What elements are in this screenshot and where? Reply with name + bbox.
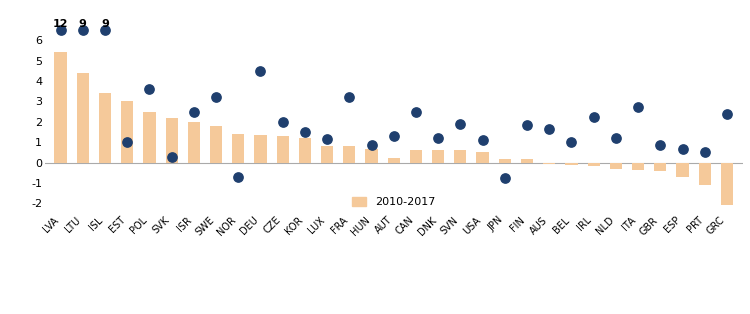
Bar <box>210 126 222 163</box>
Bar <box>166 118 178 163</box>
Bar <box>410 150 422 163</box>
Bar <box>254 135 266 163</box>
Text: 9: 9 <box>101 19 109 29</box>
Bar <box>55 52 67 163</box>
Bar <box>632 163 644 170</box>
Bar <box>499 160 511 163</box>
Point <box>321 137 333 142</box>
Bar <box>321 146 333 163</box>
Point <box>654 143 666 148</box>
Point <box>365 143 377 148</box>
Point <box>676 147 688 152</box>
Bar <box>143 111 155 163</box>
Bar <box>388 159 400 163</box>
Point <box>566 140 578 145</box>
Bar <box>188 122 200 163</box>
Bar <box>432 150 444 163</box>
Bar <box>232 134 244 163</box>
Point <box>588 114 600 119</box>
Point <box>254 68 266 73</box>
Bar <box>699 163 711 185</box>
Point <box>344 95 355 100</box>
Text: 12: 12 <box>53 19 68 29</box>
Point <box>543 126 555 131</box>
Point <box>210 95 222 100</box>
Point <box>277 119 289 124</box>
Point <box>99 27 111 32</box>
Bar <box>543 163 555 164</box>
Point <box>476 138 488 143</box>
Bar <box>566 163 578 165</box>
Point <box>410 109 422 114</box>
Bar <box>476 152 489 163</box>
Point <box>143 87 155 92</box>
Bar <box>76 73 88 163</box>
Point <box>432 136 444 141</box>
Bar <box>365 149 378 163</box>
Text: 9: 9 <box>79 19 87 29</box>
Bar <box>610 163 622 169</box>
Point <box>499 175 511 180</box>
Point <box>299 129 311 134</box>
Bar <box>587 163 600 165</box>
Point <box>76 27 88 32</box>
Point <box>632 105 644 110</box>
Bar <box>676 163 688 177</box>
Bar <box>344 146 355 163</box>
Point <box>454 121 466 126</box>
Point <box>610 136 622 141</box>
Legend: 2010-2017: 2010-2017 <box>348 192 439 212</box>
Point <box>721 111 733 116</box>
Point <box>166 155 178 160</box>
Bar <box>721 163 733 205</box>
Bar <box>521 160 533 163</box>
Bar <box>654 163 667 171</box>
Point <box>232 174 244 179</box>
Bar <box>454 150 466 163</box>
Point <box>122 140 134 145</box>
Point <box>699 150 711 155</box>
Bar <box>277 136 289 163</box>
Bar <box>99 93 111 163</box>
Point <box>521 122 533 127</box>
Point <box>388 133 400 138</box>
Bar <box>121 101 134 163</box>
Point <box>188 109 200 114</box>
Bar <box>298 138 311 163</box>
Point <box>55 27 67 32</box>
